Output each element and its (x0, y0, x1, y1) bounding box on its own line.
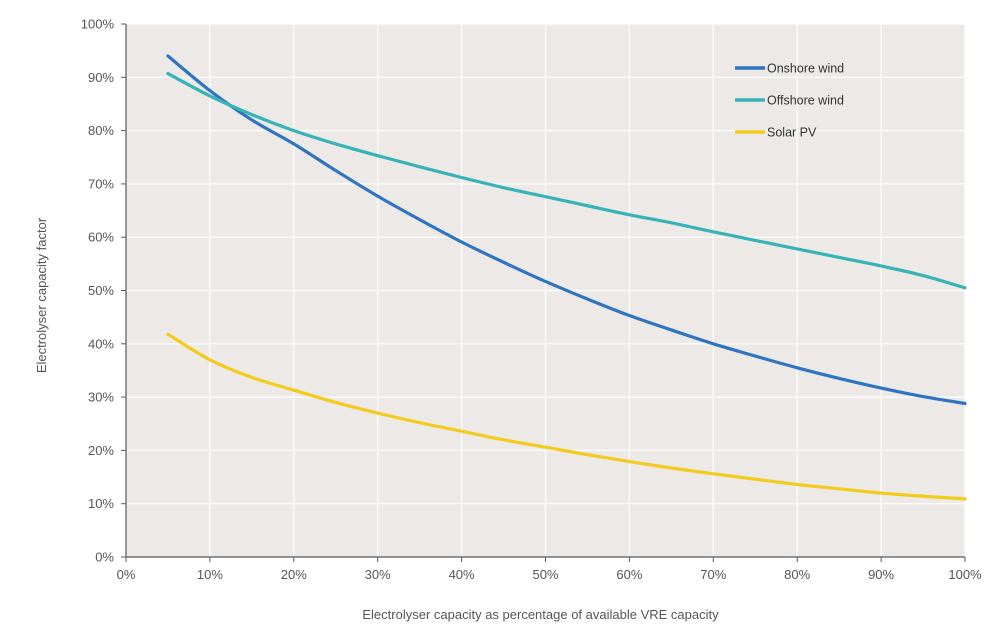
y-tick-label: 80% (88, 123, 114, 138)
y-tick-label: 100% (81, 17, 115, 32)
x-tick-label: 70% (700, 567, 726, 582)
grid-layer (126, 23, 966, 557)
x-tick-label: 60% (616, 567, 642, 582)
series-line-onshore-wind (166, 54, 967, 406)
y-tick-label: 0% (95, 550, 114, 565)
legend: Onshore wind Offshore wind Solar PV (735, 62, 844, 140)
y-tick-label: 50% (88, 283, 114, 298)
y-tick-label: 60% (88, 230, 114, 245)
x-tick-label: 90% (868, 567, 894, 582)
y-tick-label: 30% (88, 390, 114, 405)
y-tick-label: 10% (88, 496, 114, 511)
legend-label-offshore-wind: Offshore wind (767, 94, 844, 108)
x-tick-label: 20% (281, 567, 307, 582)
series-layer (166, 54, 967, 501)
legend-label-onshore-wind: Onshore wind (767, 62, 844, 76)
series-line-offshore-wind (166, 71, 967, 290)
y-tick-label: 90% (88, 70, 114, 85)
x-tick-label: 80% (784, 567, 810, 582)
x-tick-label: 10% (197, 567, 223, 582)
x-tick-label: 50% (532, 567, 558, 582)
x-tick-label: 40% (449, 567, 475, 582)
tick-label-layer: 0% 10% 20% 30% 40% 50% 60% 70% 80% 90% 100% 0% 10% 20… (81, 17, 982, 583)
y-axis-title: Electrolyser capacity factor (34, 217, 49, 373)
y-tick-label: 20% (88, 443, 114, 458)
x-tick-label: 30% (365, 567, 391, 582)
series-line-solar-pv (166, 332, 967, 501)
x-tick-label: 100% (948, 567, 982, 582)
x-tick-label: 0% (117, 567, 136, 582)
legend-label-solar-pv: Solar PV (767, 126, 817, 140)
y-tick-label: 40% (88, 336, 114, 351)
y-tick-label: 70% (88, 176, 114, 191)
x-axis-title: Electrolyser capacity as percentage of a… (362, 607, 719, 622)
